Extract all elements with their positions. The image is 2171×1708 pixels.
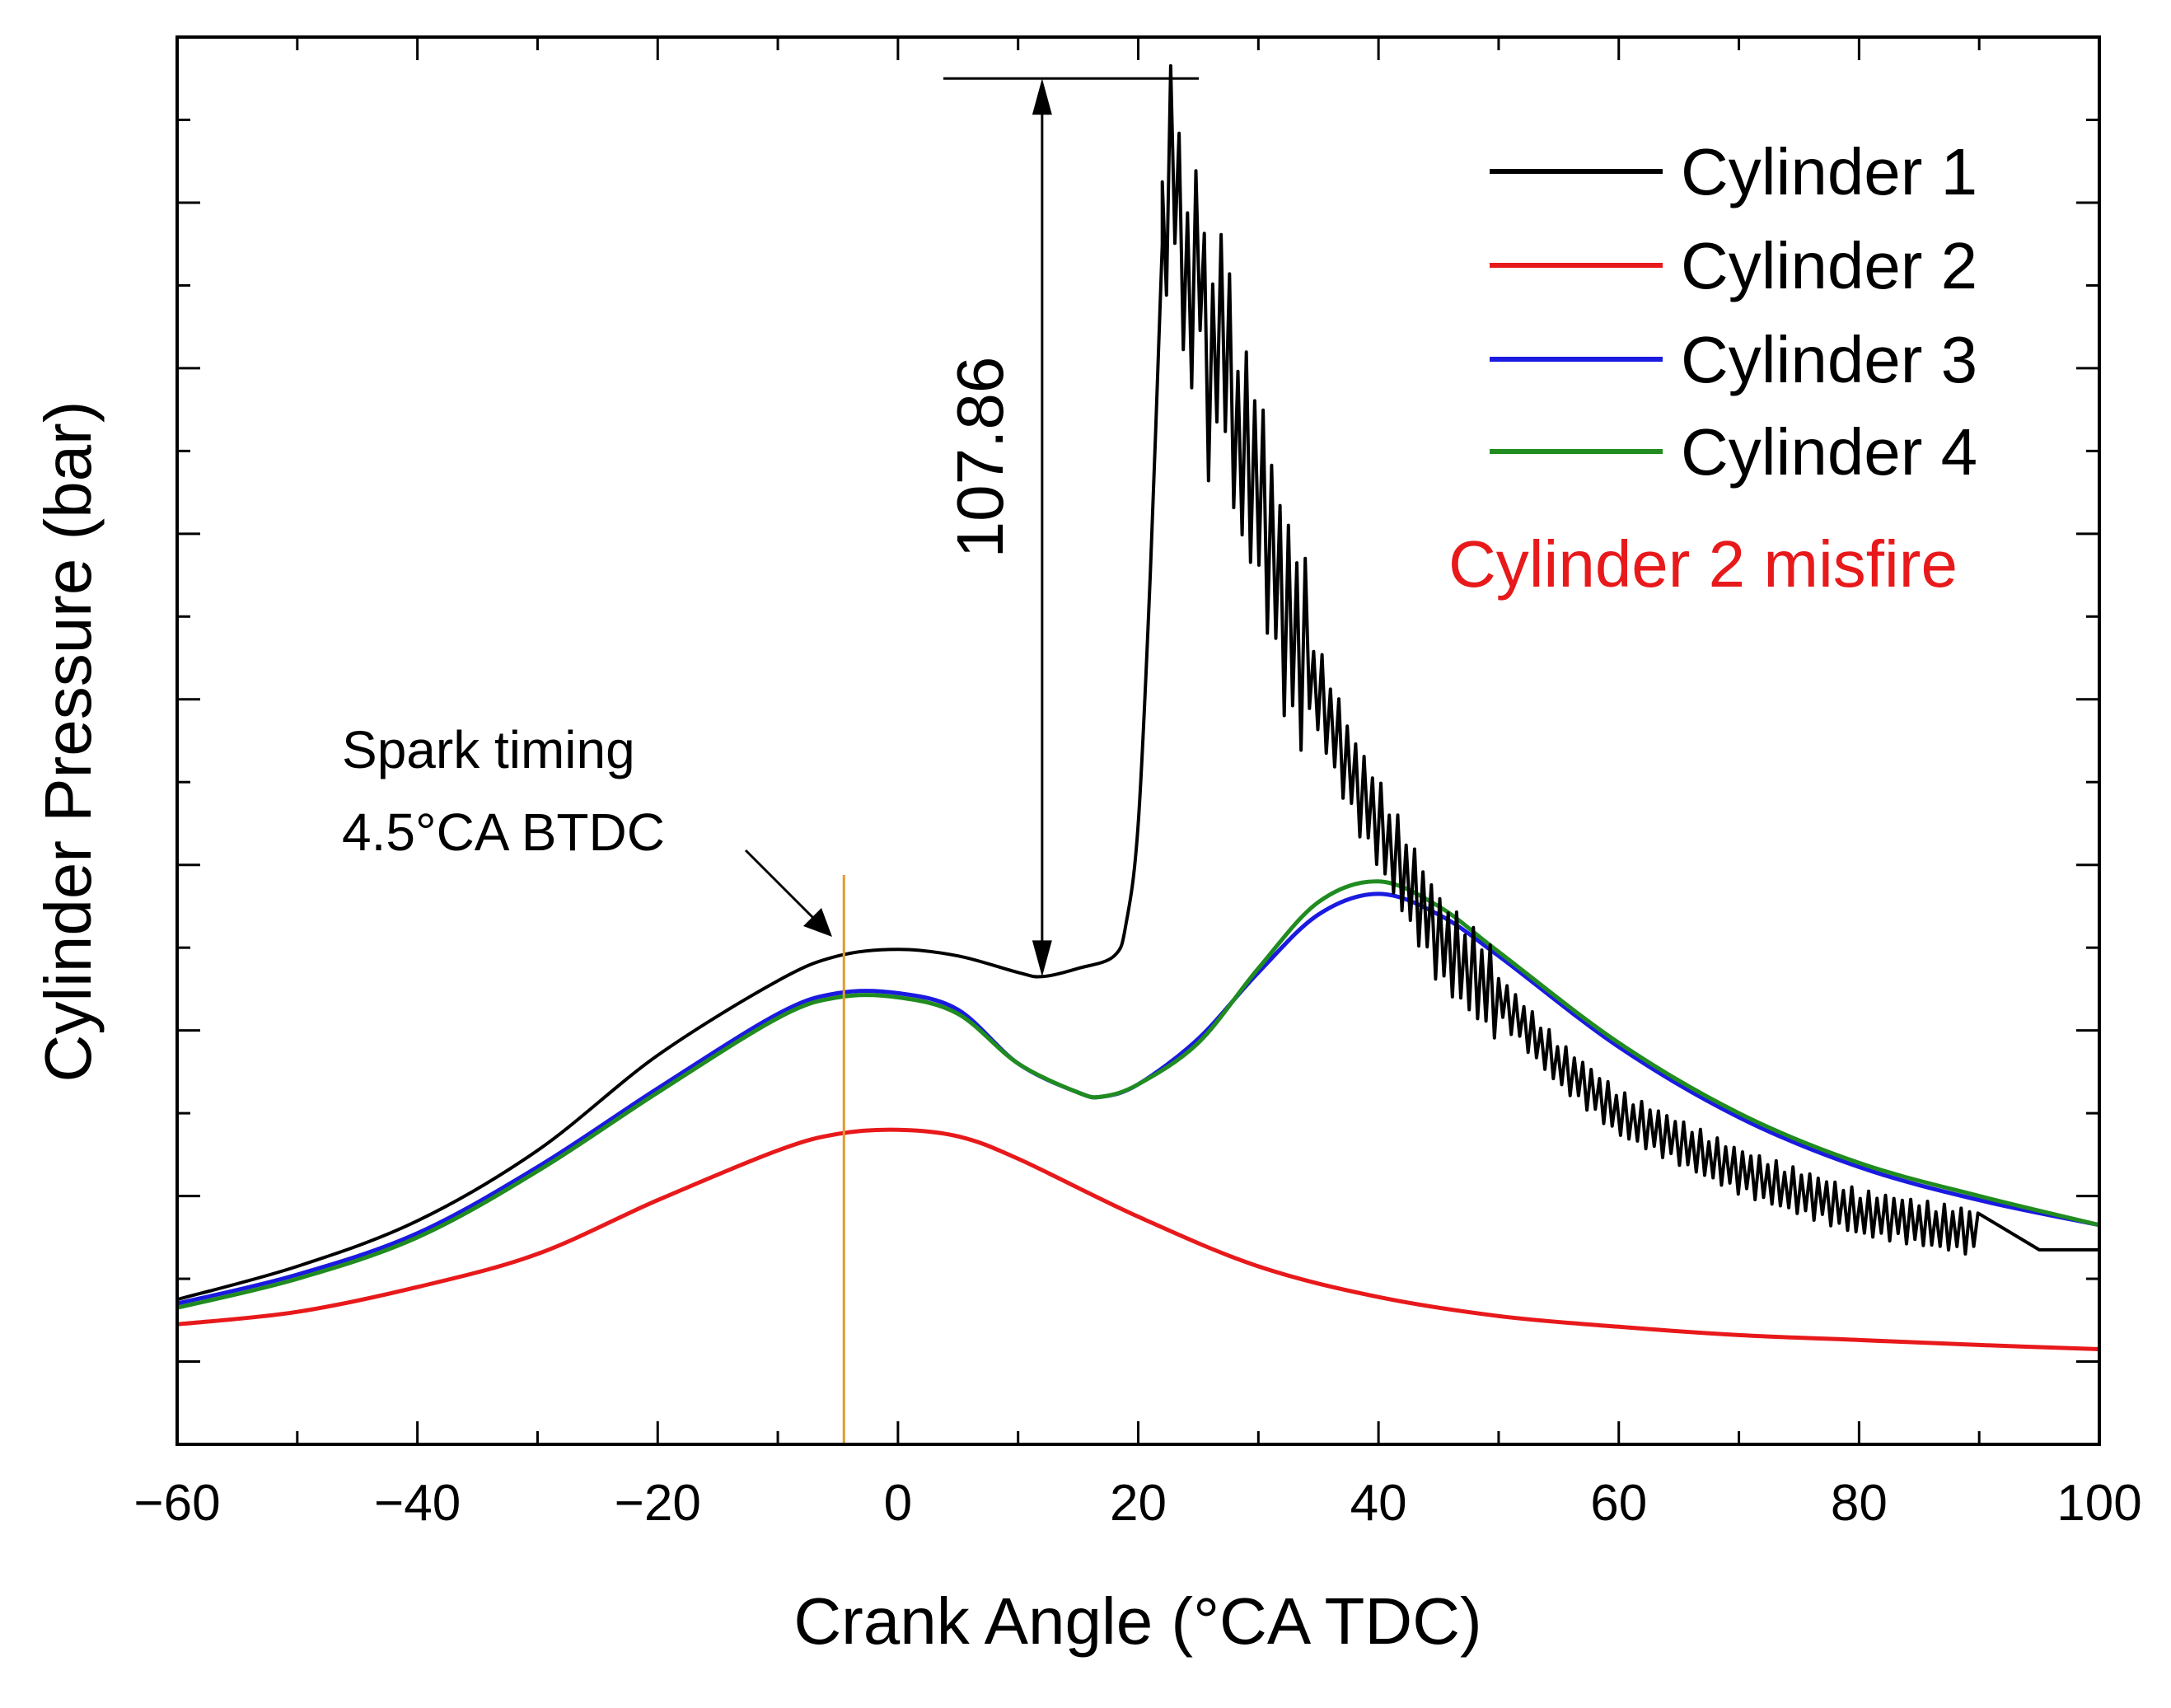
spark-timing-label: Spark timing [342, 720, 635, 779]
spark-timing-value: 4.5°CA BTDC [342, 803, 665, 862]
legend: Cylinder 1 Cylinder 2 Cylinder 3 Cylinde… [1490, 135, 1977, 489]
x-tick-label: 20 [1110, 1475, 1167, 1532]
legend-label-cylinder-2: Cylinder 2 [1681, 229, 1977, 302]
series-line-cylinder-4 [177, 879, 2099, 1310]
peak-pressure-label: 107.86 [943, 357, 1017, 559]
legend-label-cylinder-1: Cylinder 1 [1681, 135, 1977, 208]
legend-label-cylinder-4: Cylinder 4 [1681, 415, 1977, 489]
y-axis-title: Cylinder Pressure (bar) [31, 401, 105, 1083]
x-tick-label: −20 [615, 1475, 701, 1532]
plot-frame [175, 35, 2101, 1446]
x-tick-labels: −60 −40 −20 0 20 40 60 80 100 [133, 1475, 2141, 1532]
x-tick-label: −40 [374, 1475, 461, 1532]
peak-dimension-arrowhead-bottom [1032, 940, 1052, 977]
misfire-annotation: Cylinder 2 misfire [1448, 527, 1958, 601]
x-tick-label: 80 [1831, 1475, 1888, 1532]
x-tick-label: 60 [1590, 1475, 1647, 1532]
series-line-cylinder-2 [177, 1127, 2099, 1351]
x-axis-title: Crank Angle (°CA TDC) [793, 1584, 1481, 1658]
peak-dimension-arrowhead-top [1032, 78, 1052, 115]
annotations-group: 107.86 [744, 77, 1199, 1444]
x-tick-label: −60 [133, 1475, 220, 1532]
spark-pointer-arrowhead [803, 908, 832, 937]
x-tick-label: 100 [2056, 1475, 2141, 1532]
legend-label-cylinder-3: Cylinder 3 [1681, 323, 1977, 396]
series-line-cylinder-1 [177, 63, 2099, 1302]
spark-pointer-arrow-shaft [744, 849, 821, 926]
x-tick-label: 0 [884, 1475, 912, 1532]
x-tick-label: 40 [1350, 1475, 1407, 1532]
data-series-group [177, 63, 2099, 1351]
